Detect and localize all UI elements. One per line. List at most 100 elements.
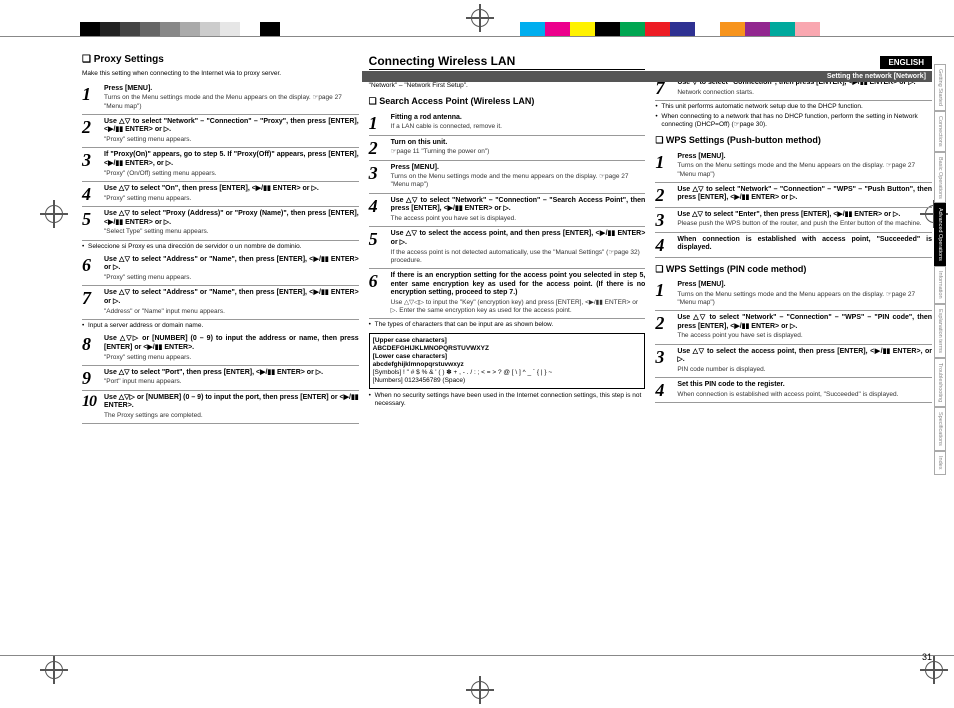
step-instruction: Turn on this unit. (391, 139, 646, 148)
step: 9Use △▽ to select "Port", then press [EN… (82, 366, 359, 391)
step-number: 5 (369, 230, 391, 265)
step-instruction: Use △▽ to select "Address" or "Name", th… (104, 289, 359, 307)
bullet-note: Seleccione si Proxy es una dirección de … (82, 243, 359, 251)
step-instruction: Use △▽ to select "On", then press [ENTER… (104, 185, 359, 194)
step-note: "Proxy" setting menu appears. (104, 354, 359, 362)
step-body: If there is an encryption setting for th… (391, 272, 646, 316)
bullet-note: This unit performs automatic network set… (655, 103, 932, 111)
charbox-line: ABCDEFGHIJKLMNOPQRSTUVWXYZ (373, 345, 642, 353)
step: 3Use △▽ to select "Enter", then press [E… (655, 208, 932, 233)
step: 2Use △▽ to select "Network" – "Connectio… (655, 311, 932, 345)
step-number: 4 (369, 197, 391, 224)
step-instruction: Fitting a rod antenna. (391, 114, 646, 123)
bullet-note: When connecting to a network that has no… (655, 113, 932, 129)
step-note: Use △▽◁▷ to input the "Key" (encryption … (391, 299, 646, 315)
column-2: Connecting Wireless LAN If you cancelled… (369, 54, 646, 654)
step: 2Use △▽ to select "Network" – "Connectio… (655, 183, 932, 208)
step-body: Use △▽ to select the access point, and t… (391, 230, 646, 265)
step-note: Turns on the Menu settings mode and the … (104, 94, 359, 110)
step-note: PIN code number is displayed. (677, 366, 932, 374)
step-instruction: Use △▽▷ or [NUMBER] (0 – 9) to input the… (104, 394, 359, 412)
charbox-line: [Upper case characters] (373, 337, 642, 345)
wps-push-heading: ❏ WPS Settings (Push-button method) (655, 135, 932, 146)
step-note: "Select Type" setting menu appears. (104, 228, 359, 236)
step-body: Use △▽ to select "Network" – "Connection… (677, 186, 932, 204)
wps-pin-heading: ❏ WPS Settings (PIN code method) (655, 264, 932, 275)
step-body: Turn on this unit.☞page 11 "Turning the … (391, 139, 646, 157)
step-note: "Proxy" setting menu appears. (104, 195, 359, 203)
step-instruction: Press [MENU]. (391, 164, 646, 173)
step-note: Turns on the Menu settings mode and the … (677, 291, 932, 307)
step-body: Press [MENU].Turns on the Menu settings … (391, 164, 646, 190)
side-tab: Getting Started (934, 64, 946, 111)
step-body: If "Proxy(On)" appears, go to step 5. If… (104, 151, 359, 178)
step-body: Use △▽ to select "Network" – "Connection… (677, 314, 932, 341)
step-instruction: Set this PIN code to the register. (677, 381, 932, 390)
step-number: 1 (655, 153, 677, 179)
step-number: 2 (82, 118, 104, 145)
step: 2Turn on this unit.☞page 11 "Turning the… (369, 136, 646, 161)
charbox-line: [Numbers] 0123456789 (Space) (373, 377, 642, 385)
step-instruction: Use △▽ to select "Port", then press [ENT… (104, 369, 359, 378)
step-instruction: Press [MENU]. (677, 281, 932, 290)
step-note: When connection is established with acce… (677, 391, 932, 399)
step: 3If "Proxy(On)" appears, go to step 5. I… (82, 148, 359, 182)
step: 4When connection is established with acc… (655, 233, 932, 258)
step: 4Use △▽ to select "On", then press [ENTE… (82, 182, 359, 207)
step-number: 7 (82, 289, 104, 316)
step-body: Use △▽ to select "Network" – "Connection… (391, 197, 646, 224)
bullet-note: When no security settings have been used… (369, 392, 646, 408)
step-instruction: Use △▽▷ or [NUMBER] (0 – 9) to input the… (104, 335, 359, 353)
bullet-note: The types of characters that can be inpu… (369, 321, 646, 329)
step: 3Use △▽ to select the access point, then… (655, 345, 932, 379)
page-content: ENGLISH Setting the network [Network] Ge… (82, 54, 932, 654)
section-bar: Setting the network [Network] (362, 71, 932, 82)
step-instruction: Use △▽ to select "Network" – "Connection… (391, 197, 646, 215)
step: 8Use △▽▷ or [NUMBER] (0 – 9) to input th… (82, 332, 359, 366)
step-number: 4 (82, 185, 104, 203)
step-body: Use △▽▷ or [NUMBER] (0 – 9) to input the… (104, 335, 359, 362)
step-body: Use △▽ to select "Address" or "Name", th… (104, 256, 359, 283)
page-header: ENGLISH Setting the network [Network] (362, 52, 932, 82)
charbox-line: [Symbols] ! " # $ % & ' ( ) ✽ + , - . / … (373, 369, 642, 377)
step-body: When connection is established with acce… (677, 236, 932, 254)
side-tab: Advanced Operations (934, 203, 946, 266)
step-body: Press [MENU].Turns on the Menu settings … (677, 281, 932, 307)
side-tab: Information (934, 266, 946, 304)
step-note: Network connection starts. (677, 89, 932, 97)
step-number: 2 (655, 314, 677, 341)
step-body: Use △▽ to select "Enter", then press [EN… (677, 211, 932, 229)
step-number: 3 (655, 211, 677, 229)
proxy-heading: ❏ Proxy Settings (82, 54, 359, 67)
step-instruction: If "Proxy(On)" appears, go to step 5. If… (104, 151, 359, 169)
charbox-line: [Lower case characters] (373, 353, 642, 361)
side-tabs: Getting StartedConnectionsBasic Operatio… (934, 64, 954, 475)
step-number: 5 (82, 210, 104, 237)
step-note: "Address" or "Name" input menu appears. (104, 308, 359, 316)
step-body: Use △▽ to select the access point, then … (677, 348, 932, 375)
bullet-note: Input a server address or domain name. (82, 322, 359, 330)
step-number: 4 (655, 381, 677, 399)
step-number: 10 (82, 394, 104, 421)
step: 1Fitting a rod antenna.If a LAN cable is… (369, 111, 646, 136)
step-instruction: Use △▽ to select "Enter", then press [EN… (677, 211, 932, 220)
side-tab: Troubleshooting (934, 358, 946, 407)
step-instruction: Use △▽ to select the access point, then … (677, 348, 932, 366)
step-body: Use △▽ to select "Address" or "Name", th… (104, 289, 359, 316)
step-body: Press [MENU].Turns on the Menu settings … (104, 85, 359, 111)
step-note: "Port" input menu appears. (104, 378, 359, 386)
step-note: ☞page 11 "Turning the power on") (391, 148, 646, 156)
step-number: 1 (655, 281, 677, 307)
step-number: 4 (655, 236, 677, 254)
step-number: 8 (82, 335, 104, 362)
step: 1Press [MENU].Turns on the Menu settings… (655, 278, 932, 311)
step: 5Use △▽ to select "Proxy (Address)" or "… (82, 207, 359, 241)
step-body: Use △▽ to select "Port", then press [ENT… (104, 369, 359, 387)
step: 4Set this PIN code to the register.When … (655, 378, 932, 403)
step-instruction: Use △▽ to select "Network" – "Connection… (104, 118, 359, 136)
step-instruction: If there is an encryption setting for th… (391, 272, 646, 298)
step-body: Fitting a rod antenna.If a LAN cable is … (391, 114, 646, 132)
language-badge: ENGLISH (880, 56, 932, 69)
step-note: Turns on the Menu settings mode and the … (677, 162, 932, 178)
side-tab: Basic Operations (934, 152, 946, 204)
